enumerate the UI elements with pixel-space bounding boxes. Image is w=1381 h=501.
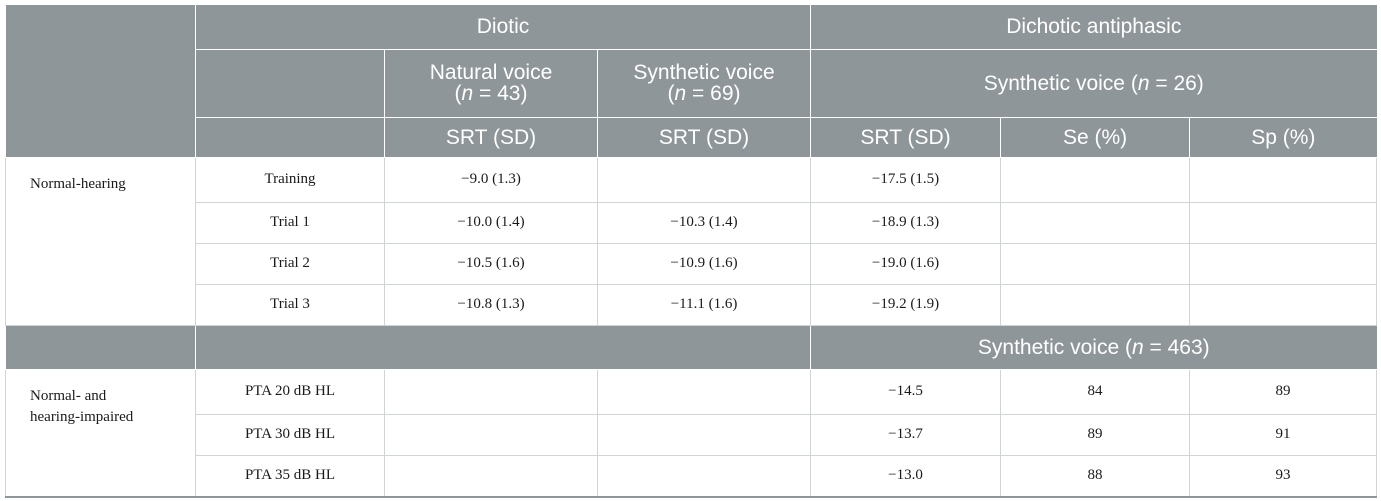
group-label-normal-hearing: Normal-hearing [5,156,196,326]
sp-cell [1189,156,1378,203]
header-row-3: SRT (SD) SRT (SD) SRT (SD) Se (%) Sp (%) [6,117,1377,158]
header-diotic: Diotic [194,5,811,50]
natural-srt-cell [384,413,598,456]
dichotic-srt-cell: −18.9 (1.3) [810,201,1002,244]
condition-cell: PTA 20 dB HL [195,368,385,415]
header-srt-natural: SRT (SD) [384,117,598,158]
srt-results-table: Diotic Dichotic antiphasic Natural voice… [5,5,1378,498]
natural-srt-cell [384,454,598,498]
header-dichotic-synthetic-rest: = 26) [1149,71,1204,95]
header-synthetic-n-open: ( [667,82,675,105]
header-row-1: Diotic Dichotic antiphasic [5,5,1377,158]
header-condition-blank-2 [195,117,385,158]
header-natural-n-var: n [461,82,474,105]
dichotic-srt-cell: −19.0 (1.6) [810,242,1002,285]
subheader-row: Synthetic voice (n = 463) [5,325,1377,370]
subheader-var: n [1131,335,1144,359]
dichotic-srt-cell: −19.2 (1.9) [810,283,1002,326]
sp-cell: 89 [1189,368,1378,415]
synthetic-srt-cell: −10.3 (1.4) [596,201,812,244]
header-natural-voice-label: Natural voice [429,61,553,84]
group2-label-line2: hearing-impaired [30,408,134,425]
sp-cell [1189,242,1378,285]
subheader-blank-2 [194,325,811,370]
table-row: Trial 3 −10.8 (1.3) −11.1 (1.6) −19.2 (1… [6,283,1378,326]
synthetic-srt-cell: −11.1 (1.6) [596,283,812,326]
header-srt-synthetic: SRT (SD) [596,117,811,158]
sp-cell: 91 [1189,413,1378,456]
header-natural-voice: Natural voice (n = 43) [384,49,598,118]
synthetic-srt-cell [596,368,812,415]
subheader-rest: = 463) [1143,335,1210,359]
se-cell [1000,156,1191,203]
header-dichotic-synthetic-prefix: Synthetic voice ( [983,71,1138,95]
condition-cell: Training [195,156,385,203]
synthetic-srt-cell [596,413,812,456]
header-synthetic-n-rest: = 69) [686,82,741,105]
header-dichotic-antiphasic: Dichotic antiphasic [810,5,1377,50]
condition-cell: Trial 3 [195,283,385,326]
dichotic-srt-cell: −13.0 [810,454,1002,498]
header-row-2: Natural voice (n = 43) Synthetic voice (… [6,49,1377,118]
header-se: Se (%) [1000,117,1190,158]
dichotic-srt-cell: −17.5 (1.5) [810,156,1002,203]
table-row: PTA 35 dB HL −13.0 88 93 [6,454,1378,498]
table-row: Normal- and hearing-impaired PTA 20 dB H… [5,368,1378,498]
header-synthetic-n-var: n [674,82,687,105]
header-sp: Sp (%) [1189,117,1377,158]
sp-cell [1189,283,1378,326]
sp-cell [1189,201,1378,244]
condition-cell: PTA 35 dB HL [195,454,385,498]
se-cell: 89 [1000,413,1191,456]
group2-label-line1: Normal- and [30,387,107,404]
dichotic-srt-cell: −13.7 [810,413,1002,456]
natural-srt-cell: −10.5 (1.6) [384,242,598,285]
header-synthetic-voice-label: Synthetic voice [633,61,775,84]
se-cell [1000,242,1191,285]
synthetic-srt-cell [596,454,812,498]
table-row: Trial 2 −10.5 (1.6) −10.9 (1.6) −19.0 (1… [6,242,1378,285]
natural-srt-cell: −9.0 (1.3) [384,156,598,203]
se-cell [1000,283,1191,326]
header-natural-n-rest: = 43) [473,82,528,105]
subheader-prefix: Synthetic voice ( [977,335,1132,359]
condition-cell: PTA 30 dB HL [195,413,385,456]
se-cell: 88 [1000,454,1191,498]
group-label-normal-and-hearing-impaired: Normal- and hearing-impaired [5,368,196,498]
table-row: Trial 1 −10.0 (1.4) −10.3 (1.4) −18.9 (1… [6,201,1378,244]
subheader-synthetic-voice: Synthetic voice (n = 463) [810,325,1377,370]
condition-cell: Trial 1 [195,201,385,244]
header-dichotic-synthetic-voice: Synthetic voice (n = 26) [810,49,1377,118]
synthetic-srt-cell: −10.9 (1.6) [596,242,812,285]
header-dichotic-synthetic-var: n [1137,71,1150,95]
header-synthetic-voice: Synthetic voice (n = 69) [596,49,811,118]
header-natural-n-open: ( [454,82,462,105]
sp-cell: 93 [1189,454,1378,498]
synthetic-srt-cell [596,156,812,203]
dichotic-srt-cell: −14.5 [810,368,1002,415]
natural-srt-cell: −10.0 (1.4) [384,201,598,244]
subheader-blank-1 [5,325,196,370]
condition-cell: Trial 2 [195,242,385,285]
natural-srt-cell [384,368,598,415]
table-row: Normal-hearing Training −9.0 (1.3) −17.5… [5,156,1378,326]
natural-srt-cell: −10.8 (1.3) [384,283,598,326]
table-row: PTA 30 dB HL −13.7 89 91 [6,413,1378,456]
header-corner-cell [5,5,196,158]
header-condition-blank [195,49,385,118]
header-srt-dichotic: SRT (SD) [810,117,1001,158]
se-cell: 84 [1000,368,1191,415]
se-cell [1000,201,1191,244]
